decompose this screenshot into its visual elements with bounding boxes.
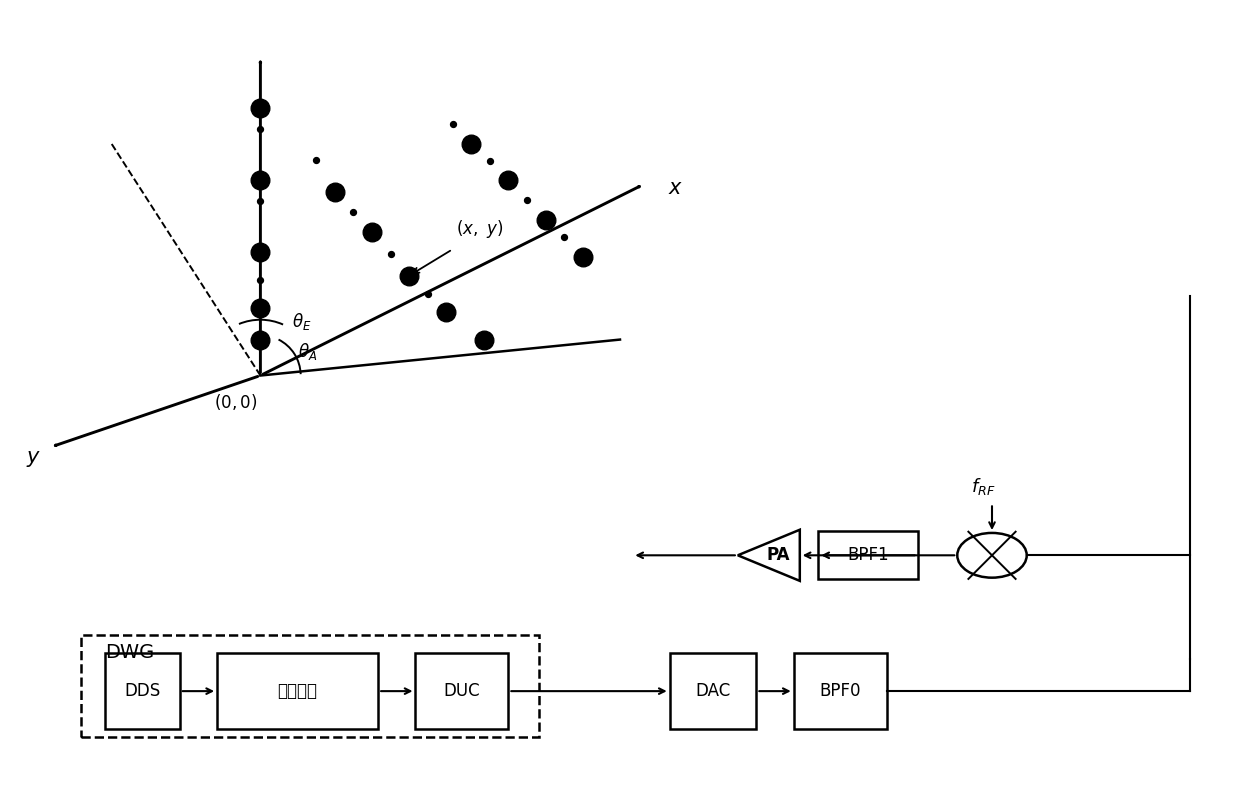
Text: BPF1: BPF1 [847, 547, 889, 564]
Text: BPF0: BPF0 [820, 682, 861, 700]
Text: DWG: DWG [105, 643, 155, 662]
Text: $f_{RF}$: $f_{RF}$ [971, 476, 996, 497]
Point [325, 185, 345, 198]
Bar [81, 635, 539, 737]
Text: PA: PA [768, 547, 790, 564]
Point [306, 153, 326, 166]
Point [362, 225, 382, 238]
Text: DAC: DAC [696, 682, 730, 700]
Text: $x$: $x$ [668, 177, 683, 198]
Point [517, 193, 537, 206]
Bar [794, 653, 887, 729]
Point [443, 117, 463, 130]
Point [461, 137, 481, 150]
Text: 数字延时: 数字延时 [278, 682, 317, 700]
Text: DUC: DUC [444, 682, 480, 700]
Point [250, 245, 270, 258]
Point [498, 173, 518, 186]
Point [536, 213, 556, 226]
Text: $(0,0)$: $(0,0)$ [215, 392, 257, 411]
Bar [105, 653, 180, 729]
Text: $y$: $y$ [26, 449, 41, 470]
Point [554, 231, 574, 244]
Text: DDS: DDS [124, 682, 161, 700]
Point [343, 205, 363, 218]
Bar [670, 653, 756, 729]
Point [250, 123, 270, 136]
Point [480, 155, 500, 168]
Point [250, 173, 270, 186]
Point [250, 333, 270, 346]
Point [250, 301, 270, 314]
Point [573, 251, 593, 264]
Point [436, 305, 456, 318]
Bar [217, 653, 378, 729]
Point [474, 333, 494, 346]
Bar [415, 653, 508, 729]
Text: $(x,\ y)$: $(x,\ y)$ [456, 217, 503, 240]
Point [250, 101, 270, 114]
Point [250, 273, 270, 286]
Text: $\theta_A$: $\theta_A$ [298, 341, 317, 362]
Point [399, 269, 419, 282]
Bar [818, 531, 918, 579]
Point [250, 195, 270, 208]
Point [418, 288, 438, 300]
Point [381, 248, 401, 260]
Text: $\theta_E$: $\theta_E$ [291, 311, 311, 332]
